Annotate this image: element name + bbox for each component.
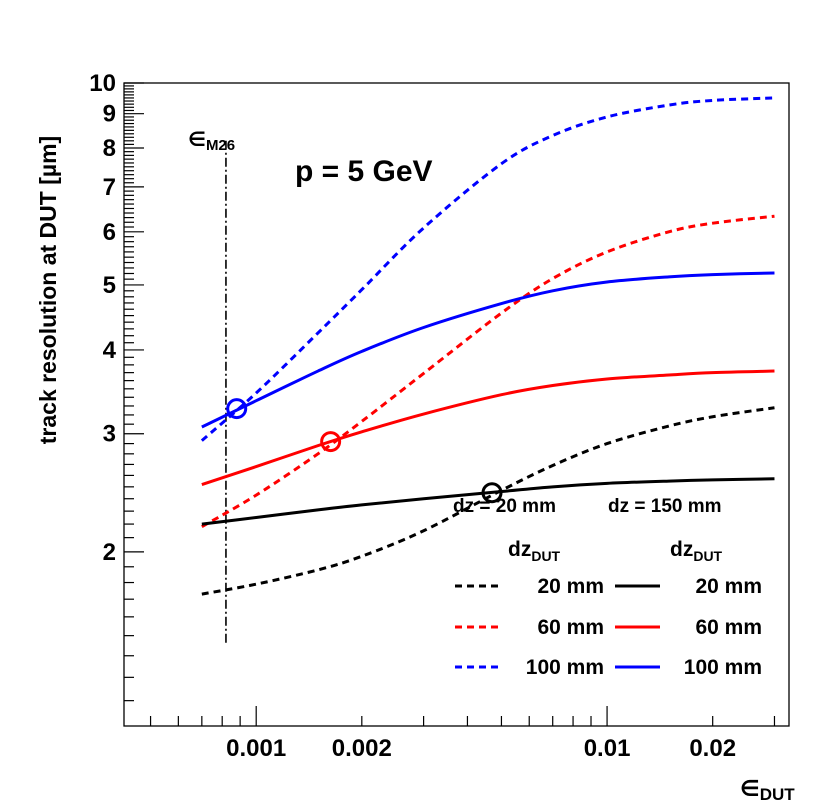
legend: dz = 20 mm dz = 150 mm dzDUT dzDUT 20 mm… <box>453 496 762 679</box>
y-tick-label: 10 <box>89 70 116 97</box>
y-tick-label: 9 <box>103 101 116 128</box>
x-axis-label-sub: DUT <box>760 785 796 804</box>
legend-label: 60 mm <box>695 616 762 639</box>
legend-label: 100 mm <box>684 656 762 679</box>
vline-label-symbol: ∈ <box>188 129 206 151</box>
vline-label: ∈M26 <box>188 129 235 154</box>
crossing-marker <box>320 431 342 453</box>
legend-label: 60 mm <box>537 616 604 639</box>
axis-tick-labels: 0.001 0.002 0.01 0.02 2 3 4 5 6 7 8 9 10 <box>89 70 736 762</box>
legend-label: 20 mm <box>695 575 762 598</box>
vline-label-sub: M26 <box>206 137 235 154</box>
crossing-markers <box>226 398 503 504</box>
legend-header-dzdut-left-text: dz <box>508 538 531 561</box>
x-tick-label: 0.001 <box>226 735 286 762</box>
y-tick-label: 3 <box>103 421 116 448</box>
series-line-dz20-60mm <box>201 214 775 529</box>
series-line-dz20-20mm <box>201 406 775 596</box>
legend-header-dzdut-right-text: dz <box>670 538 693 561</box>
legend-rows: 20 mm 60 mm 100 mm 20 mm 60 mm 100 mm <box>455 575 762 679</box>
series-line-dz150-60mm <box>201 369 775 486</box>
plot-frame <box>123 82 790 727</box>
legend-label: 20 mm <box>537 575 604 598</box>
annotation-momentum: p = 5 GeV <box>295 155 433 188</box>
crossing-marker <box>226 398 248 420</box>
x-axis-label-symbol: ∈ <box>740 776 760 801</box>
legend-label: 100 mm <box>526 656 604 679</box>
legend-header-dzdut-left: dzDUT <box>508 538 561 564</box>
y-tick-label: 8 <box>103 135 116 162</box>
y-axis-label: track resolution at DUT [µm] <box>35 136 61 444</box>
series-line-dz20-100mm <box>200 96 775 442</box>
legend-header-dzdut-left-sub: DUT <box>531 548 560 564</box>
y-tick-label: 2 <box>103 539 116 566</box>
crossing-marker <box>481 482 503 504</box>
legend-header-dz-20: dz = 20 mm <box>453 496 556 517</box>
x-tick-label: 0.002 <box>332 735 392 762</box>
y-tick-label: 4 <box>103 337 117 364</box>
legend-header-dzdut-right-sub: DUT <box>693 548 722 564</box>
x-axis-label: ∈DUT <box>740 776 795 804</box>
y-tick-label: 6 <box>103 219 116 246</box>
curves <box>200 96 775 596</box>
x-tick-label: 0.02 <box>689 735 736 762</box>
y-tick-label: 7 <box>103 174 116 201</box>
y-tick-label: 5 <box>103 272 116 299</box>
x-tick-label: 0.01 <box>584 735 631 762</box>
series-line-dz150-100mm <box>201 271 775 429</box>
legend-header-dzdut-right: dzDUT <box>670 538 723 564</box>
legend-header-dz-150: dz = 150 mm <box>608 496 722 517</box>
axis-ticks <box>124 82 776 726</box>
